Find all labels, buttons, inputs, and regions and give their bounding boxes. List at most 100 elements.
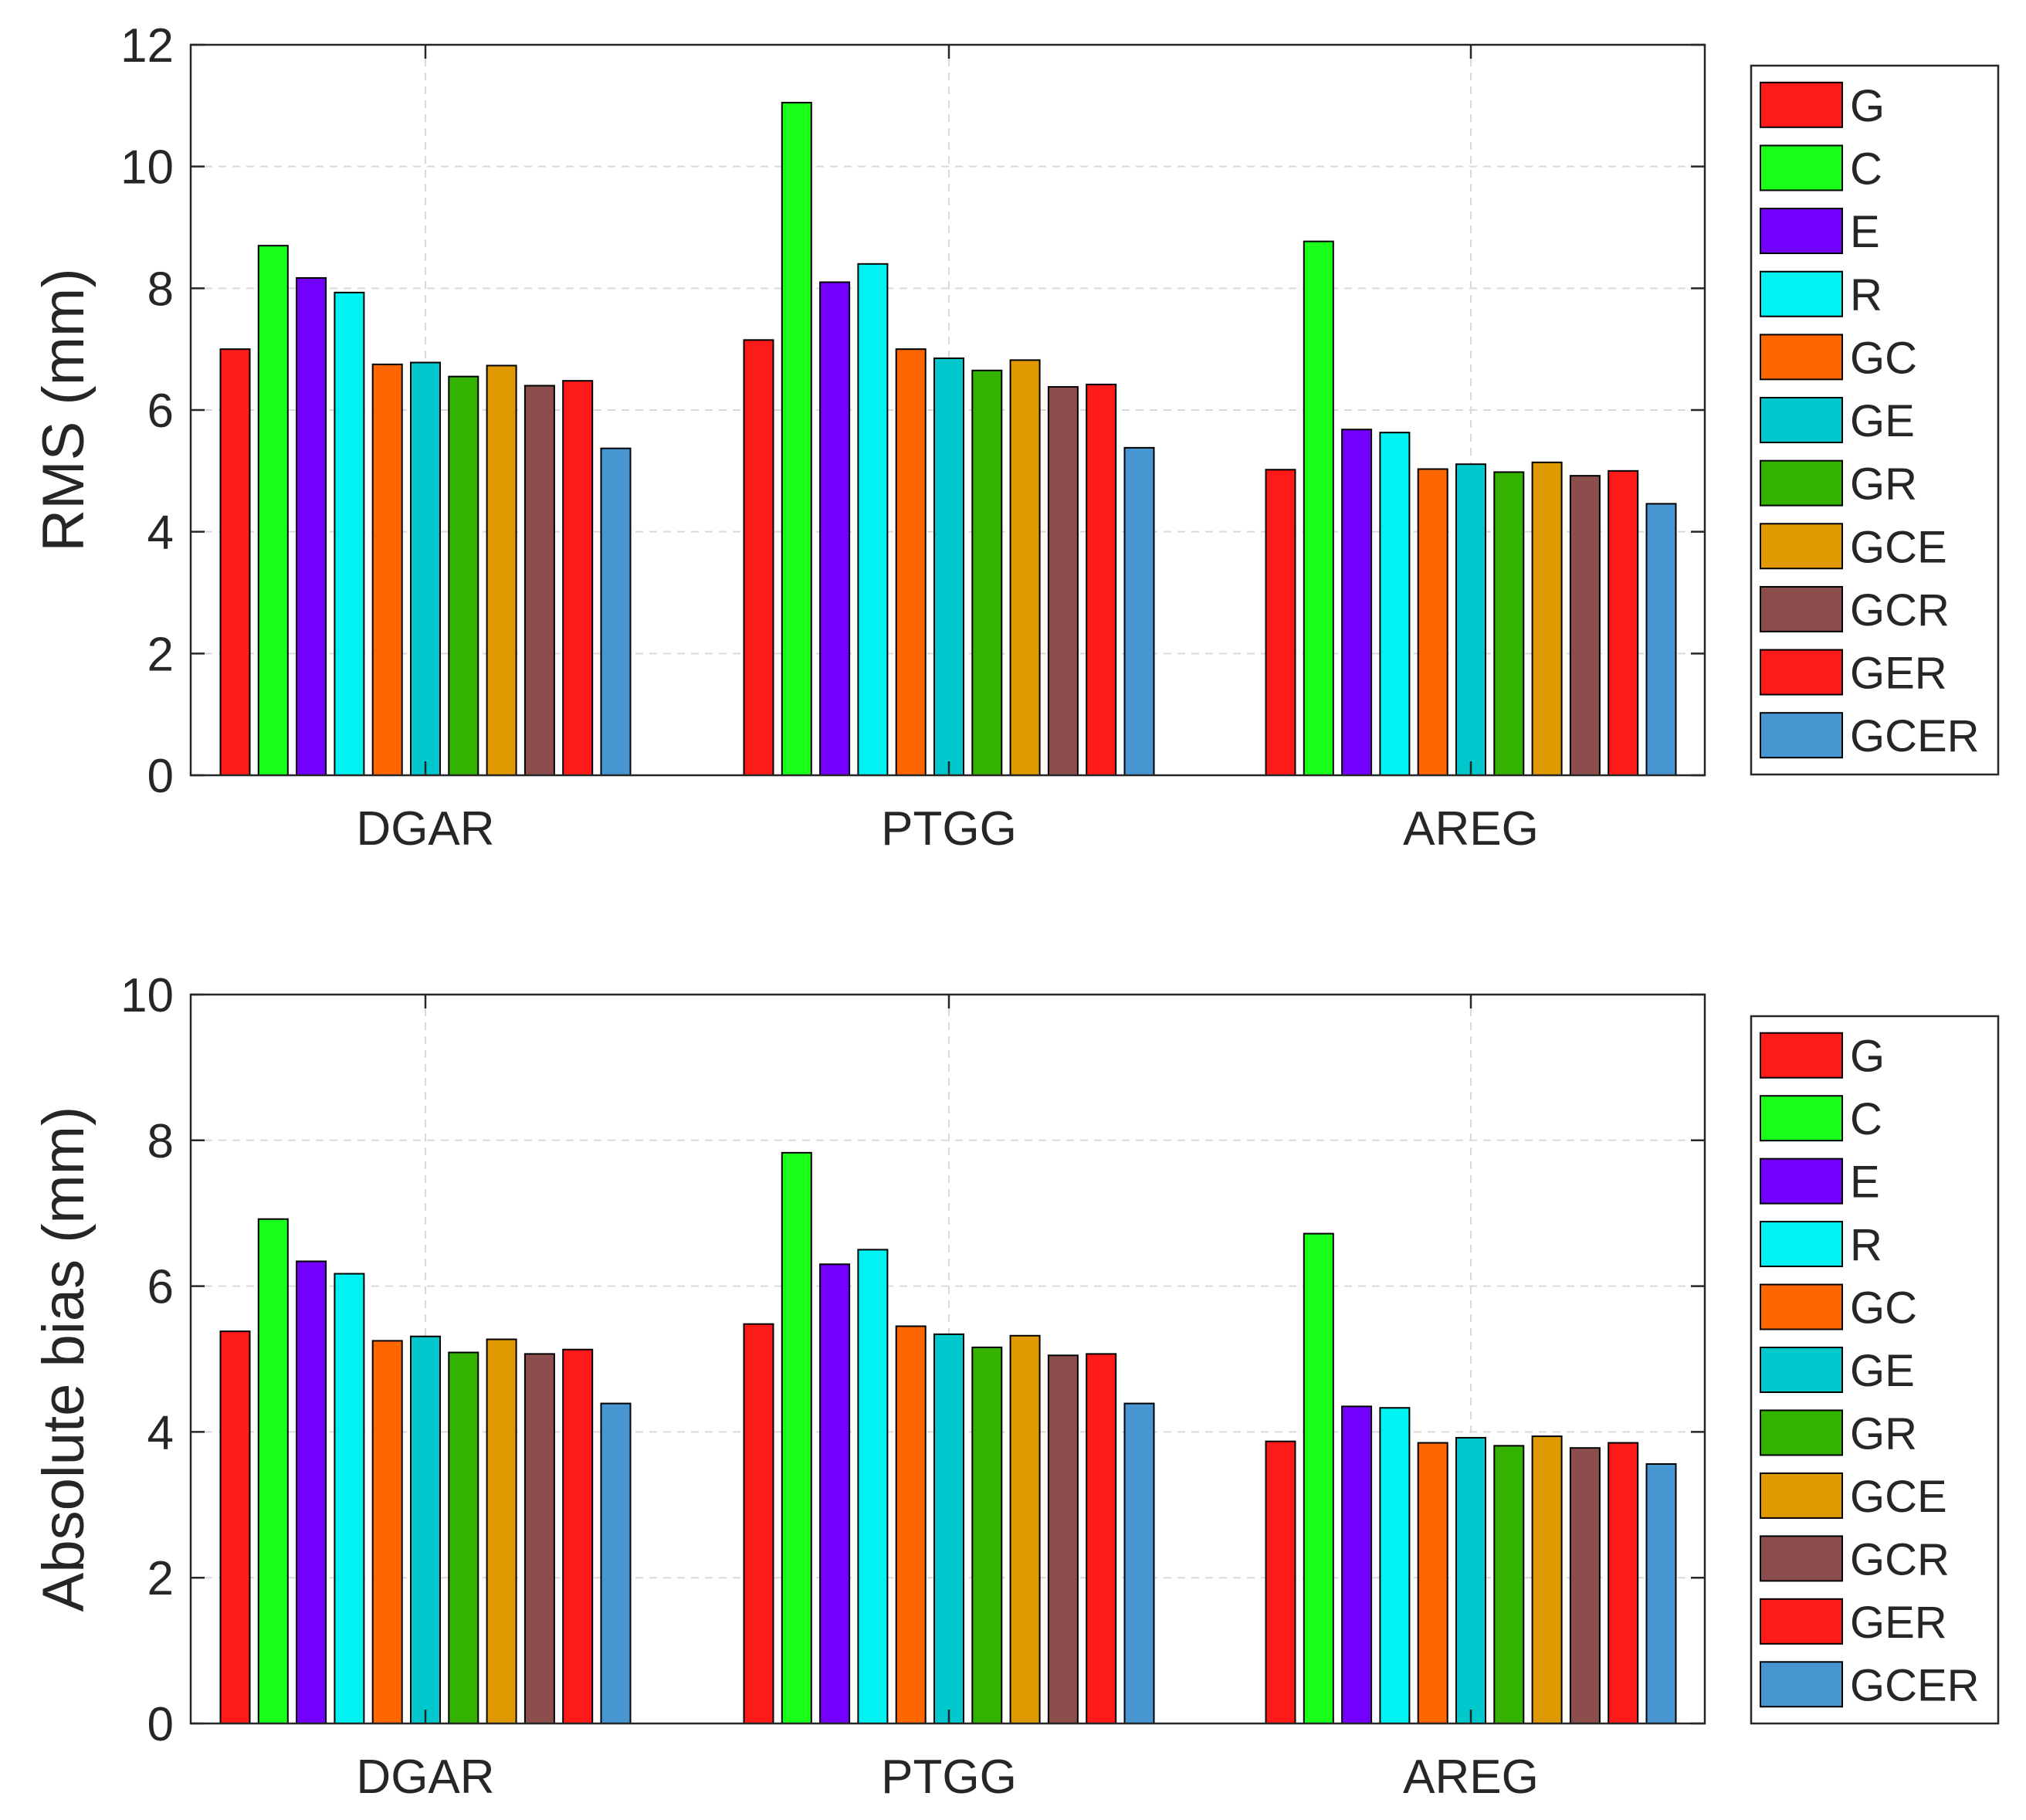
bar-r-dgar [334, 1273, 365, 1724]
bar-gcr-areg [1569, 475, 1601, 776]
bar-gr-dgar [448, 1351, 479, 1725]
bar-c-dgar [257, 1218, 289, 1724]
bar-ger-dgar [562, 380, 594, 776]
y-tick-label: 10 [120, 141, 174, 195]
legend-swatch-g [1760, 81, 1843, 128]
x-category-label: AREG [1403, 802, 1539, 856]
bar-gcr-areg [1569, 1447, 1601, 1724]
x-category-label: AREG [1403, 1751, 1539, 1804]
legend-swatch-g [1760, 1032, 1843, 1079]
bar-ger-ptgg [1086, 1353, 1117, 1724]
legend-label-ger: GER [1850, 649, 1947, 699]
legend-label-gcer: GCER [1850, 711, 1980, 761]
legend-swatch-r [1760, 1221, 1843, 1268]
legend-label-c: C [1850, 144, 1882, 194]
legend-swatch-gc [1760, 334, 1843, 381]
legend-label-c: C [1850, 1094, 1882, 1144]
legend-label-g: G [1850, 81, 1885, 131]
y-tick-label: 6 [147, 1261, 174, 1314]
legend-swatch-gcr [1760, 1535, 1843, 1582]
bar-gcer-ptgg [1123, 1402, 1155, 1724]
bar-gc-ptgg [895, 1325, 927, 1724]
legend-label-gc: GC [1850, 1283, 1917, 1334]
bar-g-dgar [219, 348, 251, 776]
y-tick-label: 2 [147, 1552, 174, 1605]
legend-swatch-gcer [1760, 1661, 1843, 1708]
legend-swatch-e [1760, 1157, 1843, 1205]
bar-gcer-ptgg [1123, 446, 1155, 776]
legend-swatch-gce [1760, 523, 1843, 570]
bar-gce-areg [1531, 461, 1563, 777]
legend-label-gc: GC [1850, 333, 1917, 383]
y-tick-label: 8 [147, 1115, 174, 1168]
legend-swatch-gcr [1760, 585, 1843, 632]
bar-e-ptgg [819, 281, 851, 776]
legend-label-ge: GE [1850, 396, 1915, 446]
bar-ge-ptgg [933, 357, 964, 777]
bar-r-dgar [334, 291, 365, 776]
bar-ge-areg [1455, 463, 1486, 777]
y-tick-label: 12 [120, 19, 174, 73]
y-axis-label: Absolute bias (mm) [31, 1107, 97, 1612]
bar-gr-ptgg [971, 1346, 1003, 1724]
bar-gc-dgar [371, 1340, 403, 1725]
legend-label-gce: GCE [1850, 522, 1947, 572]
legend-swatch-ger [1760, 649, 1843, 696]
bar-r-areg [1379, 432, 1411, 776]
bar-r-ptgg [857, 1249, 889, 1724]
legend-label-r: R [1850, 1220, 1882, 1270]
bar-ger-areg [1608, 1442, 1639, 1725]
bar-ger-dgar [562, 1348, 594, 1725]
bar-gcr-ptgg [1047, 386, 1079, 776]
bar-gce-dgar [486, 364, 517, 776]
y-tick-label: 2 [147, 628, 174, 681]
bar-gr-areg [1493, 1445, 1525, 1725]
x-category-label: DGAR [356, 1751, 494, 1804]
bar-ger-ptgg [1086, 383, 1117, 776]
bar-ge-dgar [410, 361, 441, 776]
legend-swatch-e [1760, 208, 1843, 255]
bar-c-dgar [257, 245, 289, 776]
bar-c-ptgg [781, 101, 812, 776]
y-tick-label: 0 [147, 750, 174, 803]
bar-gr-ptgg [971, 369, 1003, 776]
bar-c-ptgg [781, 1151, 812, 1724]
bar-gcr-dgar [523, 385, 555, 776]
legend-label-gcer: GCER [1850, 1660, 1980, 1710]
bar-c-areg [1303, 1232, 1334, 1724]
legend-label-gcr: GCR [1850, 585, 1950, 635]
bar-gce-ptgg [1009, 1334, 1041, 1724]
legend-swatch-gc [1760, 1283, 1843, 1330]
bar-g-areg [1265, 1440, 1296, 1724]
legend-swatch-c [1760, 1095, 1843, 1142]
x-category-label: PTGG [881, 802, 1017, 856]
legend-label-gr: GR [1850, 459, 1917, 510]
legend-swatch-gce [1760, 1472, 1843, 1519]
bar-g-areg [1265, 469, 1296, 776]
bar-gcer-dgar [600, 1402, 632, 1724]
chart-panel-1: 0 2 4 6 8 10 12 DGAR PTGG AREG RMS (mm) [31, 19, 1706, 856]
bar-g-ptgg [743, 339, 774, 776]
bar-c-areg [1303, 240, 1334, 776]
bar-r-ptgg [857, 263, 889, 776]
legend-label-gce: GCE [1850, 1472, 1947, 1522]
bar-gcer-areg [1645, 1462, 1677, 1725]
bar-e-areg [1341, 429, 1373, 777]
legend-label-gr: GR [1850, 1408, 1917, 1459]
bar-g-ptgg [743, 1323, 774, 1724]
axes-box [189, 993, 1706, 1725]
legend-label-gcr: GCR [1850, 1534, 1950, 1584]
bar-gcer-dgar [600, 447, 632, 776]
bar-gc-areg [1417, 1442, 1448, 1725]
y-tick-label: 6 [147, 385, 174, 438]
bar-e-areg [1341, 1405, 1373, 1724]
bar-ger-areg [1608, 469, 1639, 776]
bar-gc-ptgg [895, 348, 927, 776]
legend-swatch-ge [1760, 397, 1843, 443]
bar-e-ptgg [819, 1263, 851, 1724]
x-category-label: PTGG [881, 1751, 1017, 1804]
legend-label-e: E [1850, 207, 1880, 257]
